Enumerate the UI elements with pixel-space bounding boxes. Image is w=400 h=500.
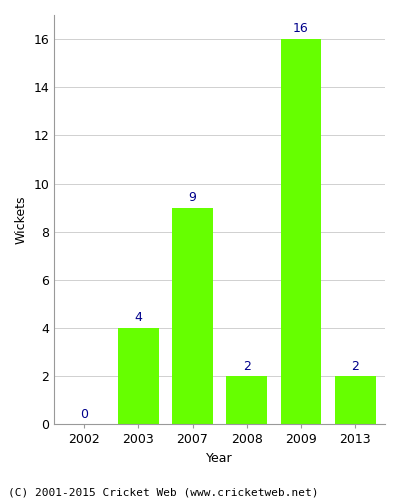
Text: 16: 16 xyxy=(293,22,309,36)
Text: 2: 2 xyxy=(243,360,251,372)
Y-axis label: Wickets: Wickets xyxy=(15,196,28,244)
Text: (C) 2001-2015 Cricket Web (www.cricketweb.net): (C) 2001-2015 Cricket Web (www.cricketwe… xyxy=(8,488,318,498)
Bar xyxy=(281,39,321,424)
Text: 9: 9 xyxy=(189,191,196,204)
X-axis label: Year: Year xyxy=(206,452,233,465)
Text: 0: 0 xyxy=(80,408,88,421)
Bar xyxy=(118,328,159,424)
Text: 2: 2 xyxy=(351,360,359,372)
Bar xyxy=(226,376,267,424)
Text: 4: 4 xyxy=(134,312,142,324)
Bar xyxy=(172,208,213,424)
Bar xyxy=(335,376,376,424)
